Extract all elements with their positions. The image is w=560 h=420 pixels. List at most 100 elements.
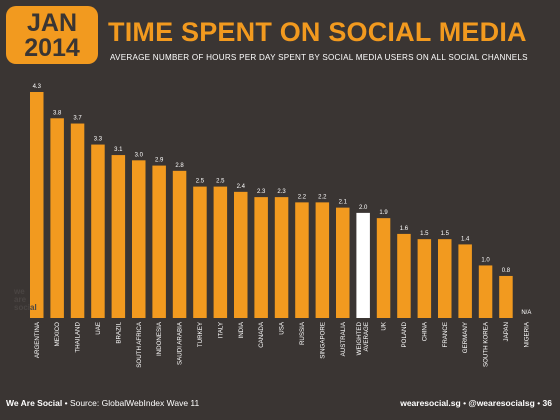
bar-uae <box>91 144 105 318</box>
value-label-saudi-arabia: 2.8 <box>175 163 184 169</box>
category-label-italy: ITALY <box>217 322 224 338</box>
bar-singapore <box>315 202 330 318</box>
category-label-line: RUSSIA <box>299 321 306 345</box>
category-label-saudi-arabia: SAUDI ARABIA <box>177 321 184 365</box>
footer-separator-icon: • <box>64 398 70 408</box>
bar-france <box>438 239 452 318</box>
category-label-line: AVERAGE <box>363 322 370 351</box>
bar-canada <box>254 197 268 318</box>
category-label-south-korea: SOUTH KOREA <box>483 321 490 367</box>
value-label-germany: 1.4 <box>461 236 470 242</box>
bar-south-africa <box>132 160 146 318</box>
category-label-line: SOUTH KOREA <box>483 321 490 367</box>
footer-left: We Are Social • Source: GlobalWebIndex W… <box>6 398 199 408</box>
value-label-poland: 1.6 <box>400 226 409 232</box>
bar-saudi-arabia <box>172 170 187 318</box>
category-label-turkey: TURKEY <box>197 322 204 347</box>
footer-separator-icon: • <box>463 398 469 408</box>
bar-china <box>417 239 432 318</box>
category-label-south-africa: SOUTH AFRICA <box>136 321 143 368</box>
category-label-line: SAUDI ARABIA <box>177 321 184 365</box>
category-label-line: NIGERIA <box>523 321 530 347</box>
footer-brand: We Are Social <box>6 398 63 408</box>
footer-right: wearesocial.sg • @wearesocialsg • 36 <box>400 398 552 408</box>
category-label-line: BRAZIL <box>115 321 122 343</box>
footer-separator-icon: • <box>537 398 543 408</box>
category-label-china: CHINA <box>421 321 428 341</box>
category-label-singapore: SINGAPORE <box>319 322 326 359</box>
category-label-usa: USA <box>279 321 286 335</box>
category-label-line: INDIA <box>238 321 245 338</box>
bar-australia <box>336 207 350 318</box>
category-label-line: FRANCE <box>442 322 449 347</box>
category-label-brazil: BRAZIL <box>115 321 122 343</box>
value-label-china: 1.5 <box>420 231 429 237</box>
category-label-line: ITALY <box>217 322 224 338</box>
category-label-line: CANADA <box>258 321 265 348</box>
bar-uk <box>376 218 391 318</box>
value-label-nigeria: N/A <box>521 310 531 316</box>
bar-brazil <box>111 155 126 318</box>
value-label-argentina: 4.3 <box>33 84 42 90</box>
category-label-argentina: ARGENTINA <box>34 321 41 358</box>
date-badge: JAN 2014 <box>6 6 98 64</box>
category-label-australia: AUSTRALIA <box>340 321 347 356</box>
footer-page-number: 36 <box>542 398 552 408</box>
page-subtitle: AVERAGE NUMBER OF HOURS PER DAY SPENT BY… <box>110 53 528 62</box>
category-label-canada: CANADA <box>258 321 265 348</box>
value-label-singapore: 2.2 <box>318 194 327 200</box>
category-label-india: INDIA <box>238 321 245 338</box>
category-label-germany: GERMANY <box>462 322 469 353</box>
category-label-line: MEXICO <box>54 322 61 347</box>
category-label-indonesia: INDONESIA <box>156 321 163 356</box>
value-label-south-korea: 1.0 <box>481 257 490 263</box>
category-label-line: WEIGHTED <box>356 321 363 355</box>
category-label-france: FRANCE <box>442 322 449 347</box>
bar-poland <box>397 233 411 318</box>
category-label-line: INDONESIA <box>156 321 163 356</box>
category-label-thailand: THAILAND <box>75 321 82 352</box>
category-label-uae: UAE <box>95 322 102 335</box>
category-label-mexico: MEXICO <box>54 322 61 347</box>
bar-india <box>234 191 248 318</box>
value-label-india: 2.4 <box>237 184 246 190</box>
value-label-russia: 2.2 <box>298 194 307 200</box>
category-label-line: GERMANY <box>462 322 469 353</box>
bar-weighted-average <box>356 212 370 318</box>
category-label-line: USA <box>279 321 286 335</box>
value-label-south-africa: 3.0 <box>135 152 144 158</box>
badge-year: 2014 <box>24 34 80 62</box>
value-label-turkey: 2.5 <box>196 179 205 185</box>
value-label-japan: 0.8 <box>502 268 511 274</box>
bar-italy <box>213 186 228 318</box>
category-label-line: UAE <box>95 322 102 335</box>
value-label-uk: 1.9 <box>379 210 388 216</box>
category-label-line: POLAND <box>401 321 408 347</box>
value-label-brazil: 3.1 <box>114 147 123 153</box>
category-label-japan: JAPAN <box>503 322 510 341</box>
page-title: TIME SPENT ON SOCIAL MEDIA <box>108 17 527 47</box>
category-label-line: SOUTH AFRICA <box>136 321 143 368</box>
bar-thailand <box>70 123 85 318</box>
bar-turkey <box>193 186 207 318</box>
value-label-weighted-average: 2.0 <box>359 205 368 211</box>
bar-indonesia <box>152 165 166 318</box>
bar-japan <box>499 275 513 318</box>
category-label-line: TURKEY <box>197 322 204 347</box>
bar-usa <box>274 197 289 318</box>
value-label-italy: 2.5 <box>216 179 225 185</box>
bar-russia <box>295 202 309 318</box>
category-label-line: SINGAPORE <box>319 322 326 359</box>
value-label-canada: 2.3 <box>257 189 266 195</box>
category-label-uk: UK <box>381 321 388 330</box>
category-label-line: JAPAN <box>503 322 510 341</box>
value-label-indonesia: 2.9 <box>155 158 164 164</box>
value-label-mexico: 3.8 <box>53 110 62 116</box>
category-label-line: ARGENTINA <box>34 321 41 358</box>
value-label-uae: 3.3 <box>94 137 103 143</box>
category-label-line: AUSTRALIA <box>340 321 347 356</box>
bar-argentina <box>30 92 44 318</box>
category-label-weighted-average: WEIGHTED AVERAGE <box>356 321 370 355</box>
category-label-russia: RUSSIA <box>299 321 306 345</box>
